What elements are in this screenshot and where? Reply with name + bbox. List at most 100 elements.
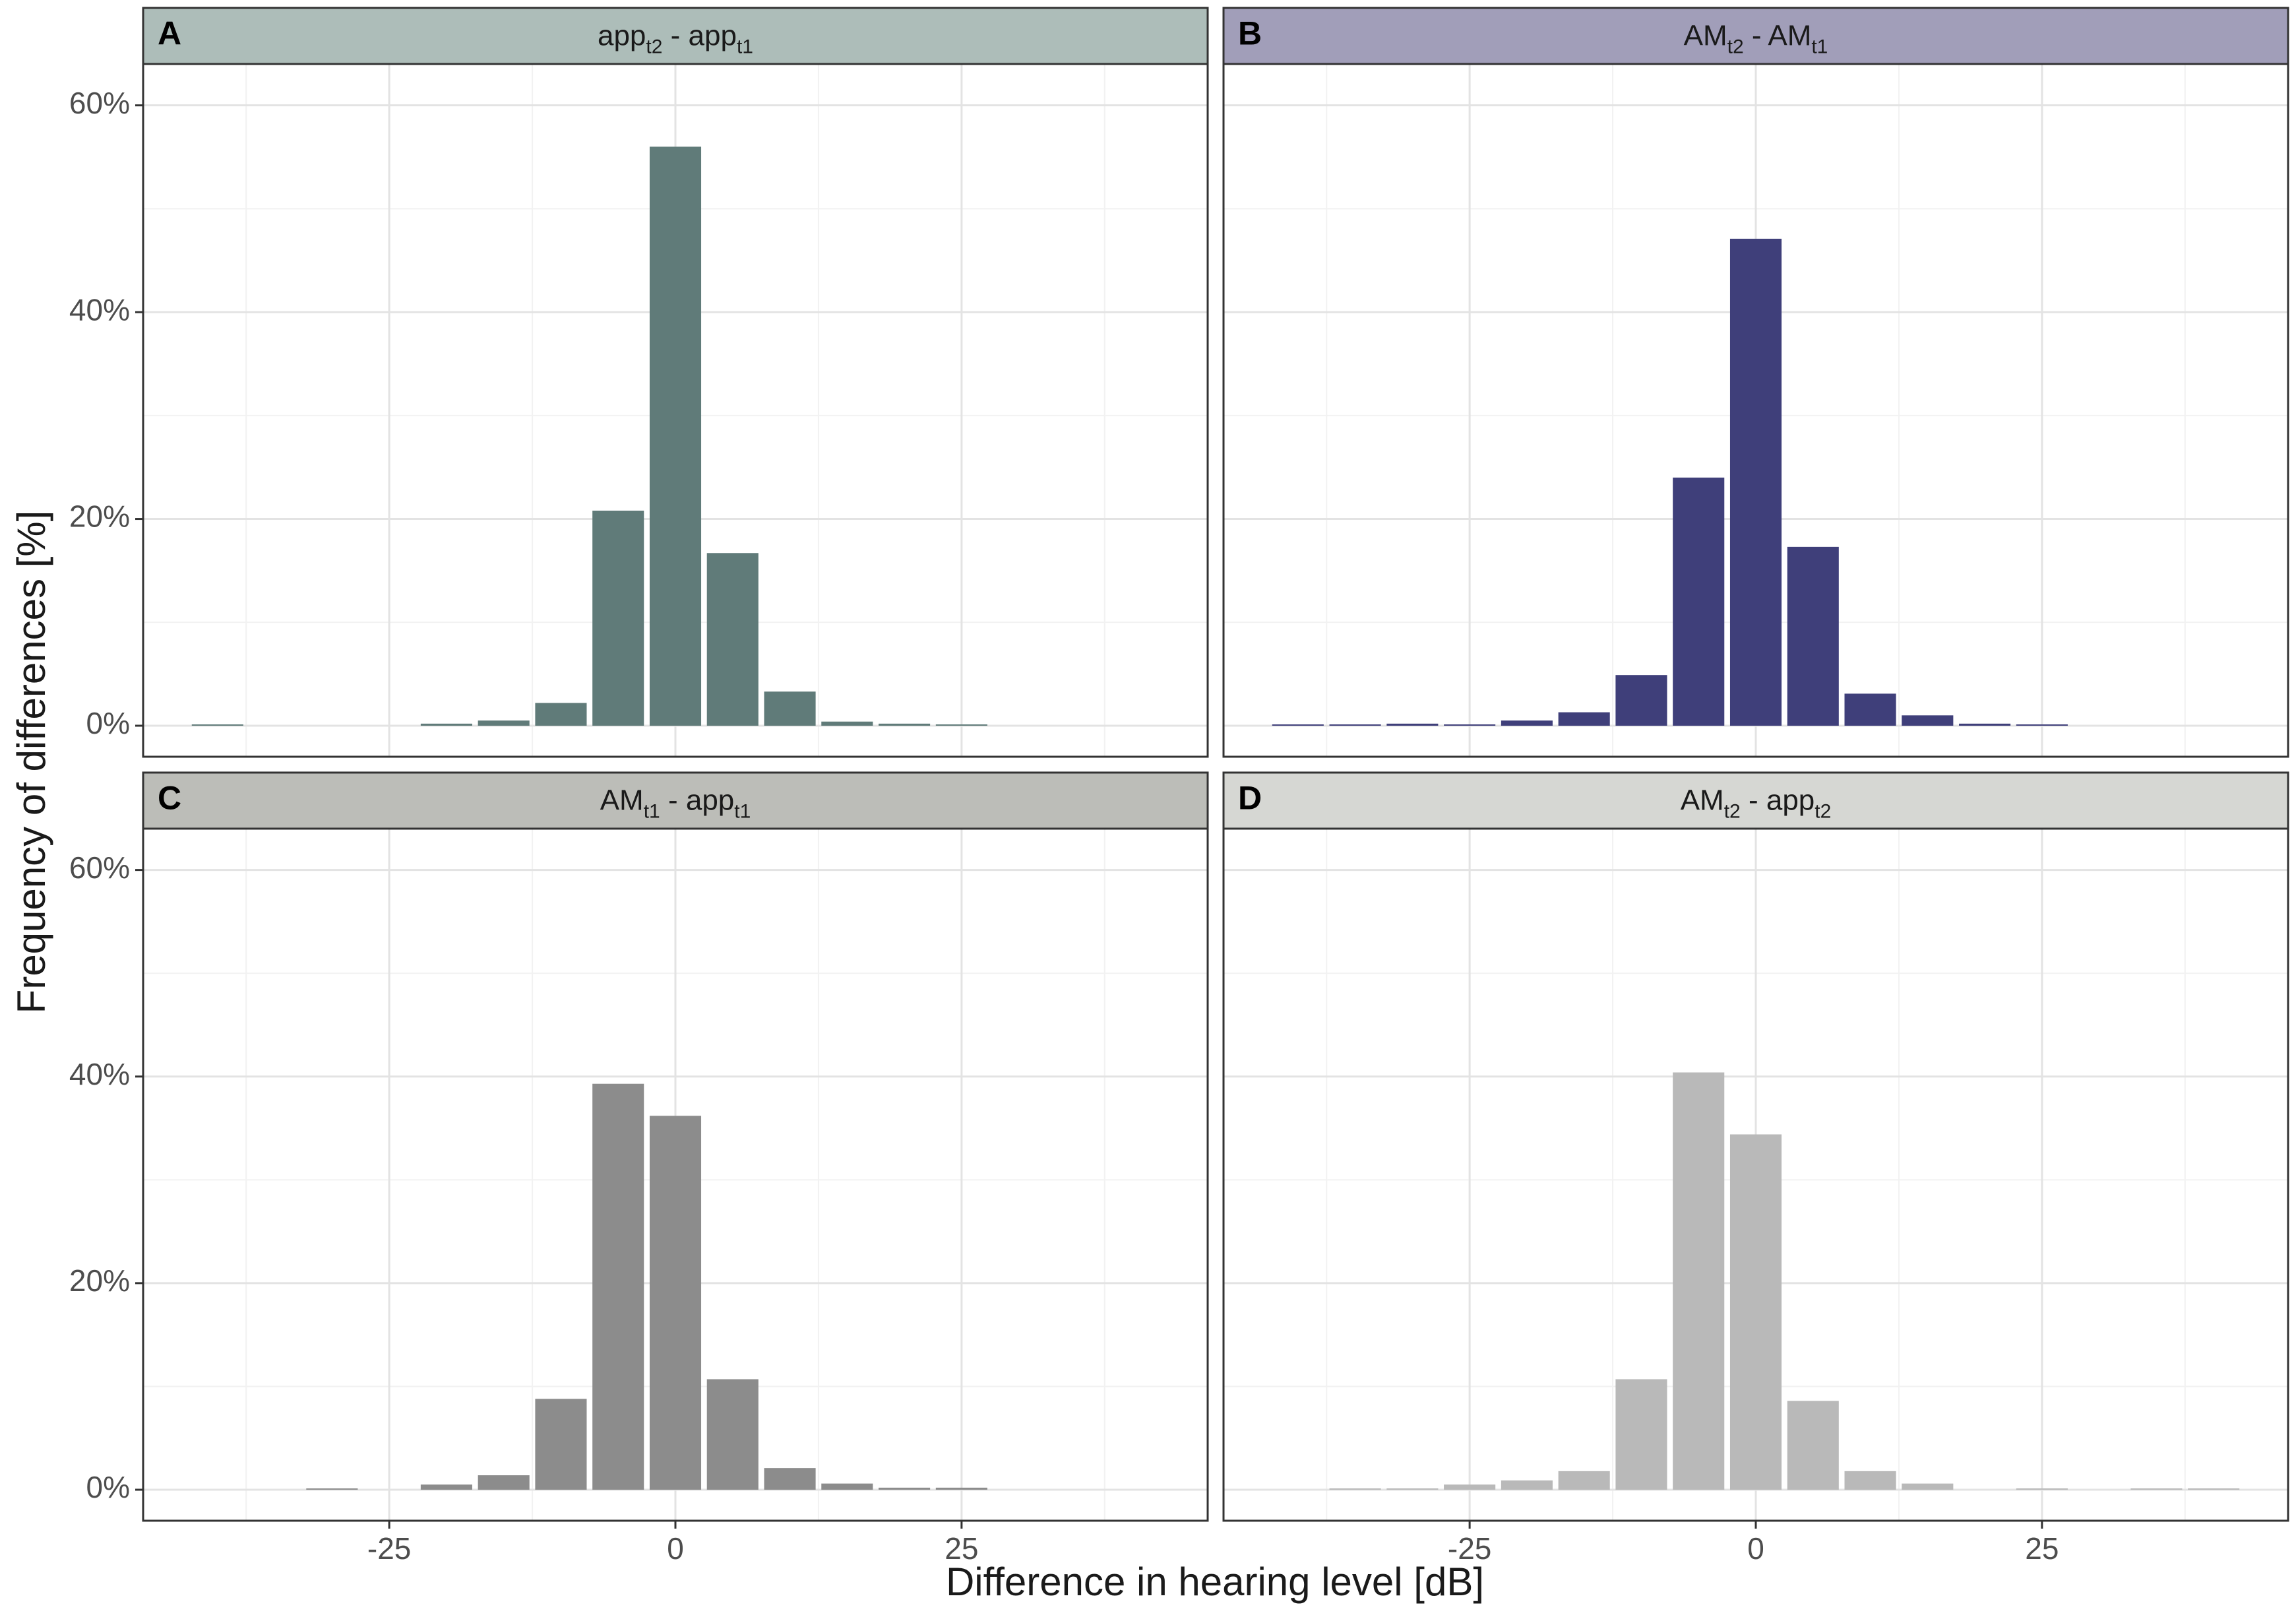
bars [191, 146, 987, 726]
x-tick-label: -25 [1448, 1531, 1491, 1566]
panel-c: C AMt1 - appt1 0% 20% 40% 60% -25 0 25 [69, 771, 1209, 1566]
bar [1959, 723, 2011, 726]
bar [706, 553, 759, 726]
bar [1444, 1484, 1496, 1490]
y-tick-label: 20% [69, 1263, 130, 1298]
y-tick-label: 60% [69, 86, 130, 120]
bar [1729, 238, 1782, 726]
panel-letter: C [158, 780, 181, 817]
panel-letter: D [1238, 780, 1262, 817]
facet-title-text: app [689, 20, 737, 52]
bar [1615, 675, 1667, 726]
bar [1729, 1134, 1782, 1490]
bar [1902, 1483, 1954, 1490]
bar [2016, 1488, 2068, 1490]
panel-letter: A [158, 15, 181, 52]
bar [1615, 1379, 1667, 1490]
facet-title-text: app [1766, 784, 1815, 817]
bar [2016, 724, 2068, 726]
bar [306, 1488, 358, 1490]
bar [1673, 477, 1725, 726]
facet-title-subscript: t2 [646, 36, 662, 58]
bar [1844, 693, 1896, 726]
facet-title-text: AM [1768, 20, 1811, 52]
facet-title: AMt1 - appt1 [600, 784, 751, 823]
bar [764, 1468, 816, 1490]
facet-title-text: - [660, 784, 686, 817]
bar [1386, 1488, 1439, 1490]
bar [535, 1399, 587, 1490]
bar [1558, 712, 1610, 726]
facet-title-text: app [686, 784, 734, 817]
x-tick-label: 0 [1747, 1531, 1764, 1566]
bar [478, 720, 530, 726]
bar [535, 703, 587, 726]
bar [420, 723, 472, 726]
bar [2130, 1488, 2183, 1490]
y-tick-label: 20% [69, 499, 130, 534]
facet-title: AMt2 - AMt1 [1684, 20, 1828, 58]
bar [1501, 1480, 1553, 1490]
bar [879, 723, 931, 726]
y-tick-label: 40% [69, 292, 130, 327]
bar [592, 511, 644, 726]
y-tick-label: 0% [86, 1470, 130, 1504]
bar [1844, 1471, 1896, 1490]
bar [1902, 715, 1954, 726]
panel-letter: B [1238, 15, 1262, 52]
bar [879, 1487, 931, 1490]
facet-strip [1222, 7, 2289, 65]
y-tick-label: 0% [86, 706, 130, 740]
facet-title-text: - [1744, 20, 1768, 52]
facet-title-subscript: t1 [1811, 36, 1828, 58]
facet-title: appt2 - appt1 [598, 20, 753, 58]
y-tick-label: 60% [69, 850, 130, 885]
bar [1787, 1401, 1839, 1490]
x-tick-label: -25 [367, 1531, 411, 1566]
bar [1386, 723, 1439, 726]
facet-strip [1222, 771, 2289, 830]
bar [478, 1475, 530, 1490]
y-tick-label: 40% [69, 1057, 130, 1091]
bar [1329, 724, 1381, 726]
facet-title: AMt2 - appt2 [1681, 784, 1832, 823]
facet-strip [142, 7, 1209, 65]
bar [2188, 1488, 2240, 1490]
bar [1787, 546, 1839, 726]
bars [1329, 1072, 2240, 1490]
facet-title-subscript: t1 [734, 801, 751, 823]
bar [1272, 724, 1324, 726]
facet-title-subscript: t1 [737, 36, 753, 58]
x-axis-title: Difference in hearing level [dB] [946, 1560, 1484, 1604]
bar [935, 724, 987, 726]
bars [1272, 238, 2068, 726]
facet-strip [142, 771, 1209, 830]
facet-title-text: app [598, 20, 646, 52]
facet-title-subscript: t2 [1727, 36, 1744, 58]
facet-title-text: AM [1684, 20, 1727, 52]
facet-title-text: - [1741, 784, 1766, 817]
bar [706, 1379, 759, 1490]
facet-title-text: - [662, 20, 688, 52]
bar [1444, 724, 1496, 726]
bar [1329, 1488, 1381, 1490]
facet-title-subscript: t2 [1724, 801, 1741, 823]
bar [764, 691, 816, 726]
facet-title-subscript: t1 [644, 801, 660, 823]
bar [649, 146, 702, 726]
x-tick-label: 25 [945, 1531, 978, 1566]
bars [306, 1083, 987, 1490]
bar [821, 1483, 873, 1490]
bar [821, 721, 873, 726]
bar [420, 1484, 472, 1490]
bar [592, 1083, 644, 1490]
bar [649, 1116, 702, 1490]
x-tick-label: 0 [667, 1531, 684, 1566]
bar [1501, 720, 1553, 726]
x-tick-label: 25 [2025, 1531, 2059, 1566]
y-axis-title: Frequency of differences [%] [9, 511, 53, 1014]
bar [191, 724, 243, 726]
